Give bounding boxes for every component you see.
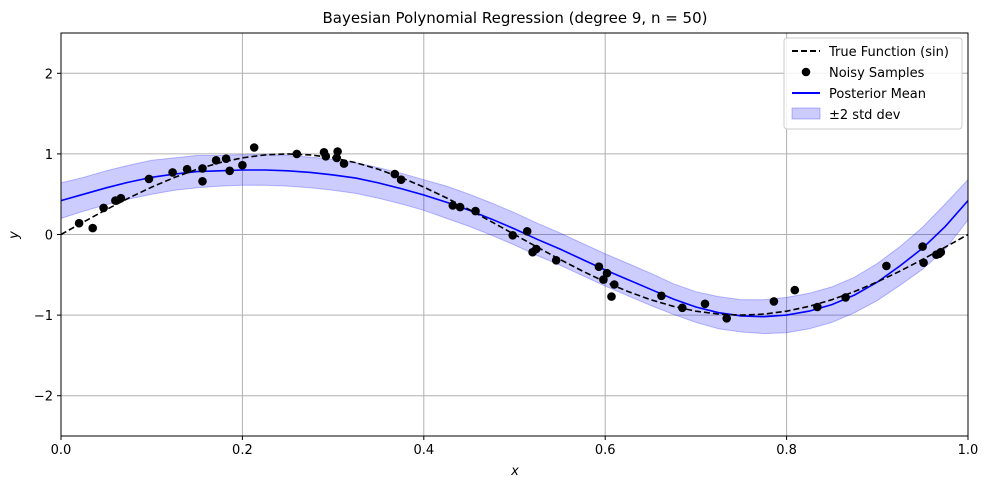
sample-point — [936, 247, 946, 257]
sample-point — [225, 166, 234, 176]
sample-point — [99, 203, 108, 213]
sample-point — [211, 156, 221, 165]
legend-std-band-swatch — [791, 107, 821, 120]
tick-layer: 0.0 0.2 0.4 0.6 0.8 1.0 −2 −1 0 1 2 — [34, 67, 979, 458]
sample-point — [882, 261, 891, 271]
sample-point — [678, 303, 687, 313]
sample-point — [508, 231, 517, 240]
sample-point — [918, 242, 927, 251]
sample-point — [333, 147, 342, 156]
chart-title: Bayesian Polynomial Regression (degree 9… — [323, 9, 708, 27]
sample-point — [198, 164, 207, 173]
sample-point — [396, 175, 406, 184]
legend-noisy-samples-swatch — [801, 67, 811, 77]
sample-point — [594, 262, 604, 272]
x-tick-label: 0.8 — [776, 443, 797, 458]
sample-point — [790, 285, 800, 295]
sample-point — [522, 227, 532, 236]
legend-std-band-label: ±2 std dev — [829, 108, 901, 123]
legend-noisy-samples-label: Noisy Samples — [829, 66, 925, 81]
sample-point — [700, 299, 710, 309]
sample-point — [144, 174, 154, 184]
sample-point — [390, 169, 400, 179]
sample-point — [657, 291, 666, 301]
sample-point — [551, 255, 561, 265]
legend-posterior-mean-label: Posterior Mean — [829, 87, 926, 102]
sample-point — [769, 297, 779, 306]
y-axis-label: y — [7, 231, 22, 240]
sample-point — [455, 202, 465, 212]
sample-point — [332, 153, 342, 163]
sample-point — [602, 268, 612, 278]
sample-point — [198, 177, 207, 186]
sample-point — [238, 160, 247, 170]
y-tick-label: 2 — [45, 67, 53, 82]
legend-true-function-label: True Function (sin) — [828, 45, 949, 60]
x-tick-label: 0.0 — [51, 443, 72, 458]
legend-frame — [783, 37, 963, 130]
sample-point — [249, 143, 259, 152]
sample-point — [74, 218, 84, 228]
sample-point — [88, 223, 97, 233]
y-tick-label: 1 — [45, 148, 53, 163]
sample-point — [168, 168, 177, 177]
sample-point — [221, 154, 231, 163]
sample-point — [292, 149, 302, 159]
y-tick-label: −1 — [34, 309, 53, 324]
sample-point — [607, 292, 616, 301]
sample-point — [182, 164, 192, 174]
sample-point — [321, 152, 331, 161]
sample-point — [813, 302, 822, 312]
x-tick-label: 0.2 — [232, 443, 253, 458]
sample-point — [471, 206, 480, 216]
sample-point — [339, 159, 349, 168]
legend: True Function (sin) Noisy Samples Poster… — [783, 37, 963, 130]
y-tick-label: −2 — [34, 390, 53, 405]
x-tick-label: 0.4 — [413, 443, 434, 458]
sample-point — [610, 280, 619, 289]
sample-points — [74, 143, 946, 323]
y-tick-label: 0 — [45, 229, 53, 244]
sample-point — [722, 314, 731, 323]
sample-point — [448, 201, 458, 210]
sample-point — [919, 258, 928, 268]
sample-point — [841, 293, 850, 302]
sample-point — [532, 244, 541, 254]
sample-point — [116, 193, 126, 203]
x-tick-label: 0.6 — [595, 443, 616, 458]
x-tick-label: 1.0 — [958, 443, 979, 458]
x-axis-label: x — [510, 464, 519, 479]
sample-point — [599, 275, 608, 284]
